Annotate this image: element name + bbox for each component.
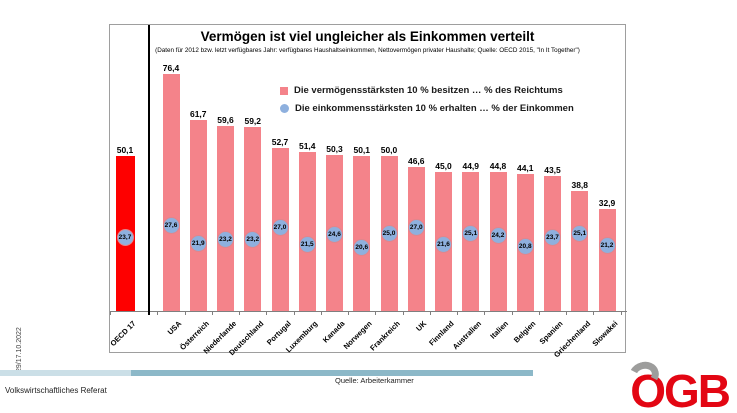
x-axis-tick bbox=[184, 312, 186, 315]
x-axis-label: Belgien bbox=[512, 319, 538, 345]
income-value-circle: 23,7 bbox=[116, 229, 134, 247]
bar-value-label: 32,9 bbox=[598, 198, 616, 208]
x-axis-tick bbox=[320, 312, 322, 315]
income-value-circle: 23,7 bbox=[544, 229, 561, 247]
income-value-circle: 23,2 bbox=[244, 230, 262, 248]
wealth-bar bbox=[244, 127, 262, 311]
bar-value-label: 59,6 bbox=[217, 115, 234, 126]
bar-value-label: 51,4 bbox=[298, 140, 316, 151]
bar-value-label: 44,9 bbox=[462, 160, 480, 171]
chart-subtitle: (Daten für 2012 bzw. letzt verfügbares J… bbox=[155, 47, 580, 54]
x-axis-line bbox=[110, 311, 627, 312]
x-axis-tick bbox=[266, 312, 268, 315]
legend: Die vermögensstärksten 10 % besitzen … %… bbox=[280, 85, 574, 121]
wealth-square-icon bbox=[280, 86, 288, 95]
income-value-circle: 24,6 bbox=[326, 226, 343, 244]
bar-value-label: 52,7 bbox=[271, 136, 289, 147]
x-axis-label: UK bbox=[414, 319, 429, 334]
legend-label-income: Die einkommensstärksten 10 % erhalten … … bbox=[295, 103, 574, 114]
oecd-separator-line bbox=[148, 25, 150, 315]
bar-value-label: 38,8 bbox=[571, 179, 589, 190]
x-axis-tick bbox=[484, 312, 486, 315]
source-note: Quelle: Arbeiterkammer bbox=[335, 376, 414, 385]
legend-item-income: Die einkommensstärksten 10 % erhalten … … bbox=[280, 103, 574, 114]
bar-value-label: 46,6 bbox=[407, 155, 425, 166]
income-circle-icon bbox=[280, 104, 289, 113]
x-axis-tick bbox=[293, 312, 295, 315]
wealth-bar bbox=[407, 166, 425, 311]
x-axis-tick bbox=[620, 312, 622, 315]
x-axis-tick bbox=[239, 312, 241, 315]
chart-title: Vermögen ist viel ungleicher als Einkomm… bbox=[200, 29, 535, 44]
bar-value-label: 61,7 bbox=[189, 108, 207, 119]
bar-value-label: 50,3 bbox=[326, 144, 343, 155]
x-axis-tick bbox=[538, 312, 540, 315]
income-value-circle: 21,6 bbox=[435, 235, 452, 253]
bar-value-label: 50,0 bbox=[380, 145, 398, 155]
bar-value-label: 76,4 bbox=[162, 63, 180, 74]
bar-value-label: 50,1 bbox=[353, 144, 371, 155]
x-axis-tick bbox=[511, 312, 513, 315]
income-value-circle: 20,6 bbox=[353, 238, 371, 256]
bar-value-label: 44,1 bbox=[516, 163, 534, 174]
legend-item-wealth: Die vermögensstärksten 10 % besitzen … %… bbox=[280, 85, 574, 96]
income-value-circle: 21,2 bbox=[598, 236, 616, 254]
bar-value-label: 59,2 bbox=[244, 116, 262, 127]
x-axis-tick bbox=[457, 312, 459, 315]
x-axis-tick bbox=[348, 312, 350, 315]
bar-value-label: 50,1 bbox=[116, 144, 134, 155]
x-axis-label: Slowakei bbox=[590, 319, 620, 349]
income-value-circle: 25,1 bbox=[571, 224, 589, 242]
logo-letter-o: O bbox=[625, 358, 666, 413]
x-axis-label: Spanien bbox=[537, 319, 565, 347]
wealth-bar bbox=[598, 209, 616, 311]
chart: Vermögen ist viel ungleicher als Einkomm… bbox=[108, 24, 627, 359]
wealth-bar bbox=[353, 155, 371, 311]
bar-value-label: 44,8 bbox=[489, 161, 507, 172]
wealth-bar bbox=[571, 190, 589, 311]
footer-divider-light bbox=[0, 370, 131, 376]
x-axis-label: Kanada bbox=[321, 319, 347, 345]
x-axis-label: USA bbox=[165, 319, 184, 337]
wealth-bar bbox=[189, 119, 207, 311]
income-value-circle: 23,2 bbox=[217, 230, 234, 248]
income-value-circle: 20,8 bbox=[516, 238, 534, 256]
income-value-circle: 27,6 bbox=[162, 216, 180, 234]
income-value-circle: 24,2 bbox=[489, 227, 507, 245]
wealth-bar bbox=[162, 74, 180, 311]
income-value-circle: 27,0 bbox=[407, 218, 425, 236]
bar-value-label: 45,0 bbox=[435, 160, 452, 171]
footer-divider-dark bbox=[131, 370, 533, 376]
wealth-bar bbox=[217, 126, 234, 311]
department-label: Volkswirtschaftliches Referat bbox=[5, 386, 107, 395]
wealth-bar bbox=[298, 151, 316, 311]
x-axis-tick bbox=[566, 312, 568, 315]
ogb-logo: O GB bbox=[625, 358, 731, 413]
plot-area: 50,1 23,7 OECD 17 76,4 27,6 USA 61,7 21,9 Österr… bbox=[108, 25, 627, 359]
x-axis-tick bbox=[429, 312, 431, 315]
x-axis-label: Australien bbox=[450, 319, 484, 352]
x-axis-tick bbox=[375, 312, 377, 315]
x-axis-tick bbox=[593, 312, 595, 315]
income-value-circle: 27,0 bbox=[271, 218, 289, 236]
slide-date: 29/17.10.2022 bbox=[16, 327, 23, 372]
income-value-circle: 21,9 bbox=[189, 234, 207, 252]
x-axis-label: OECD 17 bbox=[108, 319, 138, 349]
income-value-circle: 25,1 bbox=[462, 224, 480, 242]
logo-letters-gb: GB bbox=[664, 365, 731, 413]
x-axis-tick bbox=[110, 312, 111, 315]
x-axis-label: Italien bbox=[488, 319, 511, 341]
bar-value-label: 43,5 bbox=[544, 165, 561, 176]
income-value-circle: 21,5 bbox=[298, 235, 316, 253]
x-axis-tick bbox=[157, 312, 159, 315]
income-value-circle: 25,0 bbox=[380, 225, 398, 242]
x-axis-tick bbox=[402, 312, 404, 315]
x-axis-tick bbox=[211, 312, 213, 315]
legend-label-wealth: Die vermögensstärksten 10 % besitzen … %… bbox=[294, 85, 563, 96]
